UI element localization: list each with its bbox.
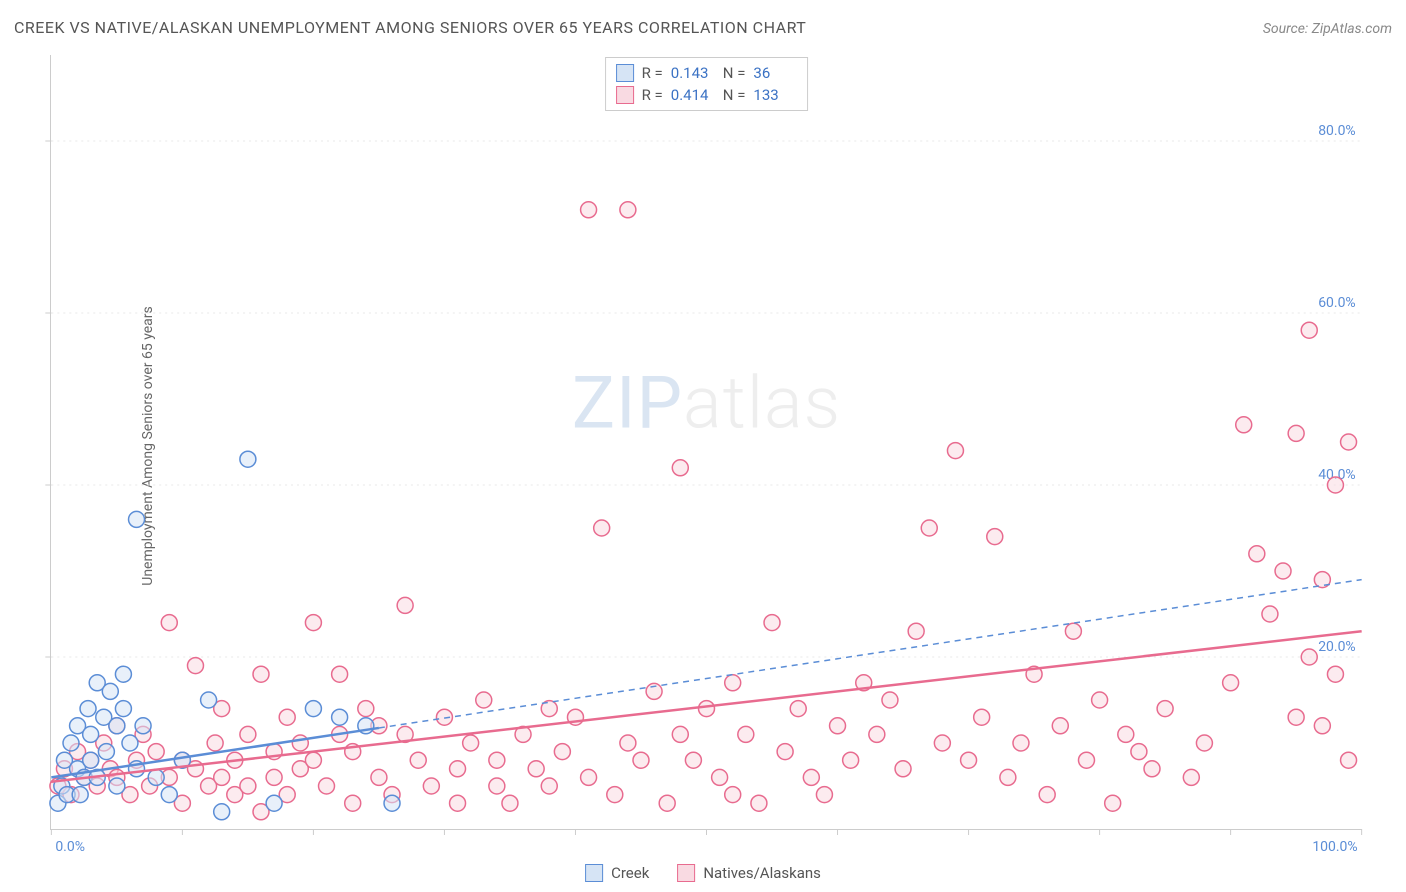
r-value-natives: 0.414 [671, 84, 715, 106]
chart-title: CREEK VS NATIVE/ALASKAN UNEMPLOYMENT AMO… [14, 18, 806, 37]
legend-swatch-creek [585, 864, 603, 882]
chart-canvas: 20.0%40.0%60.0%80.0%0.0%100.0% [51, 55, 1362, 829]
correlation-row-natives: R = 0.414 N = 133 [616, 84, 798, 106]
legend-label-natives: Natives/Alaskans [703, 864, 821, 882]
svg-text:0.0%: 0.0% [55, 839, 85, 855]
svg-text:60.0%: 60.0% [1318, 295, 1355, 311]
swatch-creek [616, 64, 634, 82]
correlation-legend: R = 0.143 N = 36 R = 0.414 N = 133 [605, 57, 809, 111]
r-label: R = [642, 84, 663, 106]
correlation-row-creek: R = 0.143 N = 36 [616, 62, 798, 84]
legend-swatch-natives [677, 864, 695, 882]
svg-text:20.0%: 20.0% [1318, 639, 1355, 655]
series-legend: Creek Natives/Alaskans [585, 864, 821, 882]
source-citation: Source: ZipAtlas.com [1263, 21, 1392, 37]
r-value-creek: 0.143 [671, 62, 715, 84]
svg-text:100.0%: 100.0% [1312, 839, 1357, 855]
chart-header: CREEK VS NATIVE/ALASKAN UNEMPLOYMENT AMO… [14, 18, 1392, 37]
n-value-natives: 133 [753, 84, 797, 106]
n-value-creek: 36 [753, 62, 797, 84]
legend-item-natives: Natives/Alaskans [677, 864, 821, 882]
legend-label-creek: Creek [611, 864, 649, 882]
legend-item-creek: Creek [585, 864, 649, 882]
r-label: R = [642, 62, 663, 84]
svg-text:80.0%: 80.0% [1318, 123, 1355, 139]
n-label: N = [723, 62, 746, 84]
swatch-natives [616, 86, 634, 104]
scatter-plot: ZIPatlas 20.0%40.0%60.0%80.0%0.0%100.0% … [50, 55, 1362, 830]
n-label: N = [723, 84, 746, 106]
